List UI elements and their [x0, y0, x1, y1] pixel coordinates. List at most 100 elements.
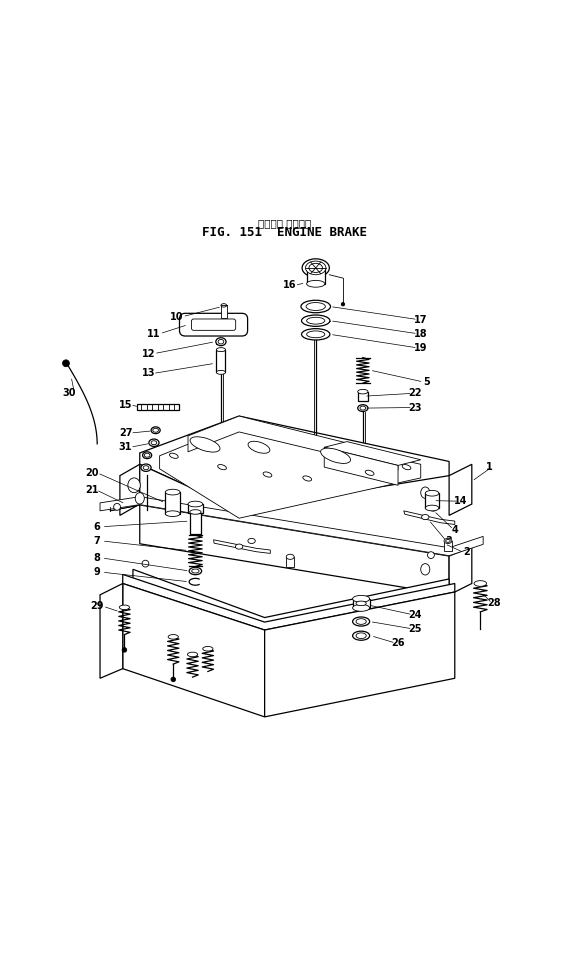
Ellipse shape — [149, 439, 159, 446]
Ellipse shape — [216, 338, 226, 346]
Text: 12: 12 — [142, 349, 155, 358]
Ellipse shape — [358, 390, 368, 393]
Text: 24: 24 — [409, 610, 422, 619]
Polygon shape — [160, 424, 420, 518]
Ellipse shape — [420, 564, 430, 575]
Ellipse shape — [236, 544, 243, 549]
Ellipse shape — [218, 465, 226, 469]
Polygon shape — [123, 583, 265, 717]
Ellipse shape — [188, 502, 203, 506]
Text: 23: 23 — [409, 402, 422, 413]
Circle shape — [341, 303, 345, 306]
Text: 13: 13 — [142, 368, 155, 379]
Polygon shape — [265, 592, 455, 717]
Polygon shape — [140, 504, 449, 595]
Bar — [444, 541, 452, 551]
Text: 6: 6 — [94, 522, 101, 532]
Bar — [353, 599, 370, 608]
Text: 9: 9 — [94, 567, 101, 578]
Bar — [137, 403, 179, 410]
Ellipse shape — [190, 436, 220, 452]
Ellipse shape — [302, 328, 330, 340]
Ellipse shape — [166, 510, 180, 516]
Ellipse shape — [303, 476, 312, 481]
Ellipse shape — [430, 506, 437, 511]
Ellipse shape — [353, 595, 370, 602]
Text: 14: 14 — [453, 496, 467, 506]
Text: 10: 10 — [170, 312, 183, 321]
Ellipse shape — [221, 304, 226, 307]
Polygon shape — [100, 497, 483, 556]
Text: 3: 3 — [446, 536, 452, 545]
Text: 7: 7 — [94, 536, 101, 545]
Ellipse shape — [365, 470, 374, 475]
Circle shape — [63, 359, 69, 366]
Text: 25: 25 — [409, 624, 422, 634]
Ellipse shape — [309, 263, 323, 273]
Bar — [307, 268, 325, 283]
Ellipse shape — [307, 281, 325, 287]
Ellipse shape — [153, 429, 159, 432]
Ellipse shape — [145, 453, 150, 457]
Ellipse shape — [356, 601, 366, 606]
Polygon shape — [120, 465, 140, 515]
Ellipse shape — [135, 493, 145, 504]
Ellipse shape — [151, 427, 160, 433]
Ellipse shape — [218, 339, 224, 344]
Ellipse shape — [187, 653, 197, 656]
Polygon shape — [133, 570, 449, 627]
Polygon shape — [188, 416, 398, 470]
Ellipse shape — [286, 554, 294, 559]
Ellipse shape — [420, 487, 430, 499]
Ellipse shape — [301, 300, 331, 313]
Text: 22: 22 — [409, 389, 422, 398]
Ellipse shape — [353, 617, 370, 626]
Text: FIG. 151  ENGINE BRAKE: FIG. 151 ENGINE BRAKE — [202, 226, 367, 240]
Polygon shape — [324, 441, 420, 466]
Ellipse shape — [320, 448, 351, 464]
Ellipse shape — [358, 404, 368, 411]
Ellipse shape — [168, 635, 178, 639]
Text: 4: 4 — [451, 525, 458, 535]
Bar — [425, 493, 439, 508]
Ellipse shape — [192, 569, 199, 573]
Ellipse shape — [306, 303, 325, 311]
Ellipse shape — [166, 489, 180, 495]
Ellipse shape — [302, 259, 329, 277]
Bar — [188, 504, 203, 513]
Ellipse shape — [307, 318, 325, 324]
Ellipse shape — [302, 315, 330, 326]
Ellipse shape — [353, 605, 370, 612]
Bar — [166, 492, 180, 513]
Bar — [216, 350, 225, 372]
Polygon shape — [449, 543, 472, 595]
Ellipse shape — [143, 466, 149, 469]
Text: 28: 28 — [488, 598, 501, 609]
Text: 31: 31 — [119, 442, 133, 452]
Bar — [189, 512, 201, 534]
Text: 26: 26 — [391, 638, 405, 648]
Ellipse shape — [119, 605, 130, 610]
Polygon shape — [110, 502, 477, 556]
Ellipse shape — [306, 261, 326, 275]
Polygon shape — [140, 416, 449, 509]
Polygon shape — [100, 583, 123, 678]
Text: 29: 29 — [90, 601, 104, 612]
Ellipse shape — [422, 514, 429, 520]
Ellipse shape — [474, 581, 486, 586]
Ellipse shape — [360, 406, 366, 410]
Text: 15: 15 — [119, 399, 133, 410]
Text: 2: 2 — [463, 547, 469, 557]
Ellipse shape — [203, 647, 213, 651]
Text: エンジン ブレーキ: エンジン ブレーキ — [258, 218, 311, 229]
Polygon shape — [140, 465, 239, 549]
Text: 20: 20 — [85, 468, 98, 478]
Bar — [358, 393, 368, 401]
Ellipse shape — [425, 506, 439, 510]
Ellipse shape — [307, 331, 325, 338]
Ellipse shape — [248, 539, 255, 543]
Ellipse shape — [425, 490, 439, 496]
Ellipse shape — [151, 441, 157, 445]
Ellipse shape — [189, 509, 201, 514]
Ellipse shape — [216, 348, 225, 352]
